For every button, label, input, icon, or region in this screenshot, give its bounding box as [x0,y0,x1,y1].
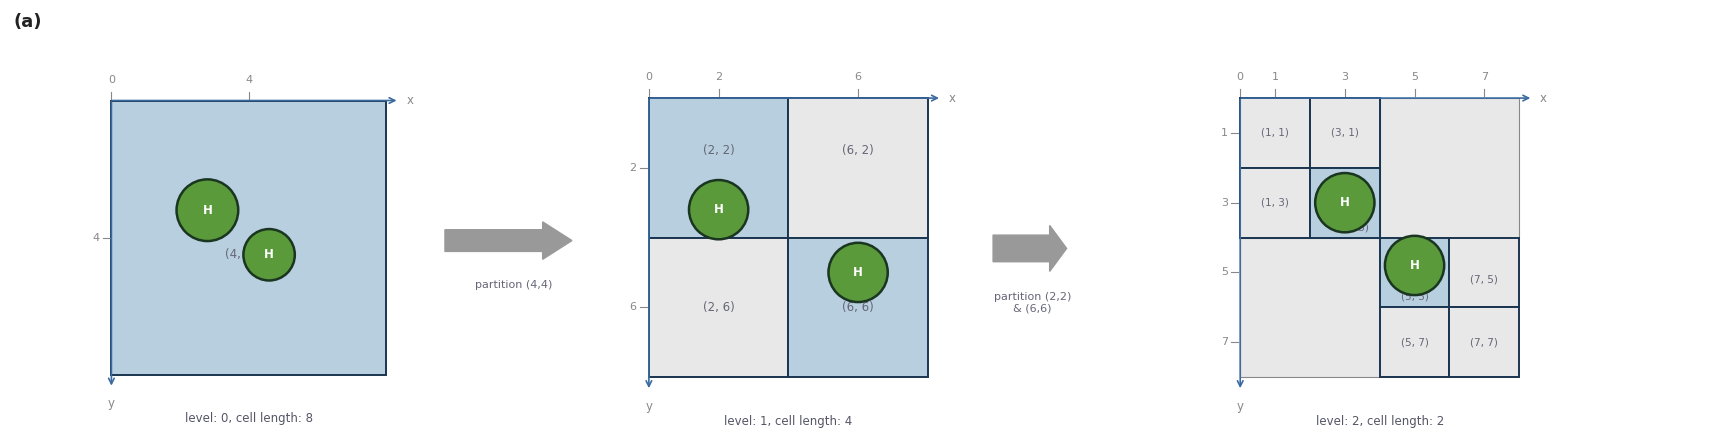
Text: 3: 3 [1342,73,1349,82]
Text: (4, 4): (4, 4) [225,248,257,261]
Text: 2: 2 [715,73,722,82]
Text: 6: 6 [855,73,862,82]
Text: 5: 5 [1411,73,1417,82]
Text: 0: 0 [1238,73,1244,82]
Text: 4: 4 [93,233,99,243]
Text: partition (4,4): partition (4,4) [475,280,552,290]
Text: partition (2,2)
& (6,6): partition (2,2) & (6,6) [994,292,1071,314]
Bar [650,237,788,377]
Text: y: y [646,400,653,413]
Text: 4: 4 [245,75,252,85]
Text: (6, 2): (6, 2) [842,144,874,157]
Text: H: H [202,204,213,217]
Text: y: y [108,397,115,410]
Bar [1241,237,1380,377]
Text: 0: 0 [646,73,653,82]
Circle shape [243,229,295,280]
Text: level: 1, cell length: 4: level: 1, cell length: 4 [725,415,852,428]
Text: 6: 6 [629,302,636,312]
Text: y: y [1238,400,1244,413]
Bar [1450,307,1519,377]
Circle shape [1385,236,1445,295]
Text: (5, 5): (5, 5) [1400,292,1428,302]
Bar [111,100,386,375]
Circle shape [177,179,238,241]
Bar [1380,98,1519,237]
Bar [1241,168,1309,237]
Bar [1241,98,1309,168]
Text: 7: 7 [1481,73,1488,82]
Text: (5, 7): (5, 7) [1400,337,1428,347]
Text: 5: 5 [1220,267,1227,277]
FancyArrow shape [992,225,1066,271]
Text: H: H [1409,259,1419,272]
Text: (a): (a) [14,13,43,31]
Text: H: H [713,203,723,216]
Text: H: H [1340,196,1349,209]
Text: (1, 3): (1, 3) [1262,198,1289,208]
Bar [1380,237,1450,307]
Text: 1: 1 [1220,128,1227,138]
Text: 3: 3 [1220,198,1227,208]
Text: (1, 1): (1, 1) [1262,128,1289,138]
Circle shape [689,180,749,239]
Text: level: 0, cell length: 8: level: 0, cell length: 8 [185,413,312,426]
Text: (3, 1): (3, 1) [1330,128,1359,138]
Text: 0: 0 [108,75,115,85]
Bar [1450,237,1519,307]
Text: x: x [950,91,956,104]
Bar [788,237,927,377]
Text: (7, 5): (7, 5) [1471,275,1498,284]
Text: level: 2, cell length: 2: level: 2, cell length: 2 [1316,415,1443,428]
Text: (6, 6): (6, 6) [842,301,874,314]
Text: (2, 6): (2, 6) [703,301,735,314]
Bar [1309,98,1380,168]
Text: (3, 3): (3, 3) [1342,222,1369,232]
Bar [788,98,927,237]
Text: H: H [264,248,274,261]
Text: 2: 2 [629,163,636,173]
Bar [1309,168,1380,237]
Circle shape [1315,173,1375,233]
Text: 7: 7 [1220,337,1227,347]
Text: (7, 7): (7, 7) [1471,337,1498,347]
Circle shape [828,243,888,302]
Text: x: x [406,94,413,107]
Text: x: x [1541,91,1548,104]
Bar [650,98,788,237]
Text: H: H [854,266,864,279]
Bar [1380,307,1450,377]
Text: 1: 1 [1272,73,1279,82]
Text: (2, 2): (2, 2) [703,144,735,157]
FancyArrow shape [446,222,572,259]
